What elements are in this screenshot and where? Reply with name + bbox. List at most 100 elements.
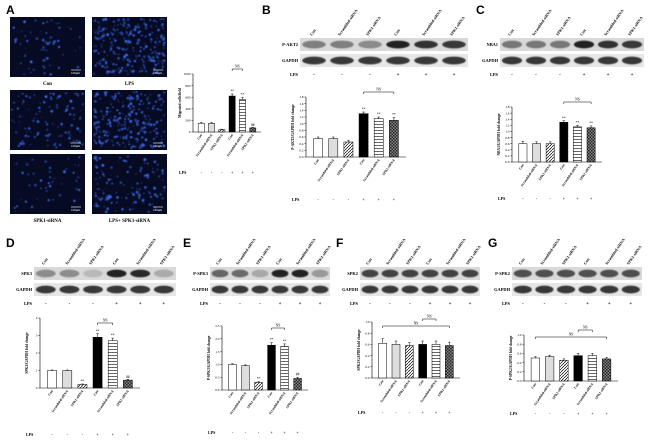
cell-dot [160,109,163,111]
cell-dot [144,94,146,96]
bar [602,358,612,382]
cell-dot [120,136,122,139]
y-tick-label: 2.5 [215,324,220,328]
lps-sign: + [583,73,586,78]
cell-dot [32,120,35,122]
cell-dot [94,140,96,143]
cell-dot [81,143,84,146]
cell-dot [128,97,131,99]
cell-dot [151,107,155,110]
cell-dot [112,144,115,147]
cell-dot [138,188,141,191]
cell-dot [57,126,59,128]
blot-label: SPK2 [347,271,358,276]
lane-label: SPK1-siRNA [159,244,176,265]
cell-dot [14,38,18,42]
cell-dot [118,32,121,34]
cell-dot [98,24,100,26]
lps-sign: + [299,302,302,307]
category-label: SPK1-siRNA [538,163,553,181]
panel-letter-C: C [476,3,485,17]
cell-dot [112,63,115,66]
cell-dot [159,18,162,20]
cell-dot [144,69,148,73]
lps-sign: - [92,302,94,307]
cell-dot [97,29,99,31]
cell-dot [49,36,52,39]
cell-dot [104,93,107,97]
cell-dot [22,99,25,102]
lane-label: Con [215,256,224,265]
y-tick-label: 0.4 [365,354,370,358]
cell-dot [132,163,134,165]
cell-dot [157,28,160,32]
cell-dot [144,174,147,177]
bar [532,143,541,163]
significance-mark: ** [392,113,396,117]
cell-dot [109,37,111,40]
y-axis-label: Migrated cells/field [178,88,182,118]
cell-dot [102,131,104,133]
cell-dot [121,33,123,35]
cell-dot [44,160,47,163]
lps-sign: - [348,197,350,202]
cell-dot [133,91,135,93]
blot-band [358,56,382,65]
cell-dot [148,191,150,193]
cell-dot [99,198,102,201]
cell-dot [95,204,98,207]
bar [418,344,427,379]
micrograph-caption: SPK1-siRNA [33,219,61,224]
micrograph: 100μm LPS [92,17,167,87]
lps-sign: - [201,170,203,175]
lps-sign: - [333,197,335,202]
blot-band [381,269,399,278]
scale-bar-label: 100μm [153,208,162,212]
cell-dot [44,134,48,137]
lane-label: Con [507,27,516,36]
ns-label: NS [235,65,240,69]
lps-sign: - [522,196,524,201]
cell-dot [21,140,24,143]
cell-dot [133,108,135,111]
cell-dot [161,169,164,172]
cell-dot [21,103,23,105]
lps-sign: + [586,302,589,307]
lps-label: LPS [200,301,209,306]
cell-dot [12,101,14,104]
cell-dot [65,108,68,112]
significance-mark: ** [111,334,115,338]
cell-dot [117,24,119,26]
cell-dot [69,141,72,144]
significance-mark: ## [126,375,130,379]
cell-dot [117,99,119,101]
cell-dot [163,190,165,192]
cell-dot [139,166,143,170]
cell-dot [131,69,135,73]
category-label: Con [227,133,234,140]
lps-sign: - [535,73,537,78]
cell-dot [136,187,138,190]
cell-dot [67,26,69,28]
cell-dot [40,30,42,33]
blot-label: NBA1 [487,42,498,47]
cell-dot [74,50,77,52]
cell-dot [41,116,43,118]
cell-dot [127,34,130,37]
cell-dot [143,158,147,161]
lps-sign: - [382,410,384,415]
cell-dot [57,66,61,69]
blot-band [83,285,103,294]
blot-band [414,40,438,49]
lane-label: Con [365,256,374,265]
category-label: SPK1-siRNA [285,391,300,409]
cell-dot [117,125,119,127]
cell-dot [105,113,108,116]
blot-band [600,285,619,294]
cell-dot [161,197,164,200]
cell-dot [129,208,132,211]
cell-dot [135,121,138,124]
cell-dot [67,157,70,160]
y-tick-label: 1.2 [299,115,304,119]
cell-dot [39,179,43,182]
